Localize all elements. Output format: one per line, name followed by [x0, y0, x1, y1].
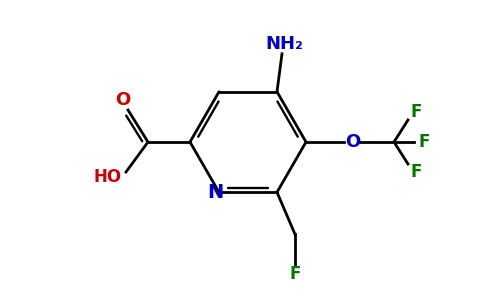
Text: O: O [346, 133, 361, 151]
Text: N: N [207, 183, 223, 202]
Text: F: F [410, 163, 422, 181]
Text: NH₂: NH₂ [265, 35, 303, 53]
Text: O: O [115, 91, 131, 109]
Text: HO: HO [94, 168, 122, 186]
Text: F: F [289, 265, 301, 283]
Text: F: F [418, 133, 430, 151]
Text: F: F [410, 103, 422, 121]
